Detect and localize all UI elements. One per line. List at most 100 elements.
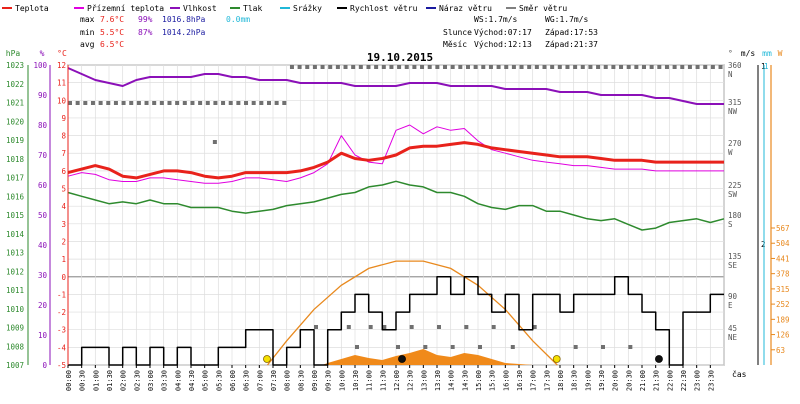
degc-tick-label: 4 (61, 202, 66, 211)
wind-dir-dot (491, 325, 496, 329)
wind-dir-dot (657, 65, 662, 69)
wind-dir-dot (450, 65, 455, 69)
x-tick-label: 09:00 (311, 370, 319, 391)
hpa-tick-label: 1008 (6, 342, 25, 351)
wind-dir-dot (588, 65, 593, 69)
axes: hPa% °C ° m/s mm W102310221021102010191018101… (6, 49, 790, 391)
wind-dir-dot (703, 65, 708, 69)
x-tick-label: 06:30 (243, 370, 251, 391)
dir-tick-label: 45 (728, 324, 737, 333)
legend: Teplota Přízemní teplota Vlhkost Tlak Srážky… (2, 4, 567, 13)
x-tick-label: 22:00 (666, 370, 674, 391)
axis-unit-label: hPa (6, 49, 21, 58)
dir-tick-label: 90 (728, 292, 738, 301)
dir-tick-label: 135 (728, 252, 742, 261)
wind-dir-dot (478, 345, 482, 349)
stat-max-rain: 0.0mm (226, 15, 250, 24)
x-tick-label: 03:00 (147, 370, 155, 391)
wind-dir-dot (90, 101, 95, 105)
moonset-info: Západ:21:37 (545, 40, 598, 49)
pct-tick-label: 90 (38, 91, 48, 100)
x-tick-label: 14:00 (448, 370, 456, 391)
wm2-tick-label: 63 (776, 346, 785, 355)
x-tick-label: 18:00 (557, 370, 565, 391)
wind-dir-dot (649, 65, 654, 69)
wind-dir-dot (672, 65, 677, 69)
wind-dir-dot (409, 325, 414, 329)
wind-dir-dot (259, 101, 264, 105)
x-tick-label: 10:30 (352, 370, 360, 391)
x-tick-label: 06:00 (229, 370, 237, 391)
wind-dir-dot (113, 101, 118, 105)
wind-dir-dot (557, 65, 562, 69)
hpa-tick-label: 1016 (6, 192, 25, 201)
axis-unit-label: % (40, 49, 45, 58)
degc-tick-label: 9 (61, 114, 66, 123)
dir-compass-label: NW (728, 107, 738, 116)
x-tick-label: 15:00 (475, 370, 483, 391)
legend-label: Rychlost větru (350, 4, 418, 13)
wind-dir-dot (412, 65, 417, 69)
degc-tick-label: -3 (57, 326, 66, 335)
hpa-tick-label: 1014 (6, 230, 25, 239)
x-tick-label: 20:00 (612, 370, 620, 391)
x-tick-label: 22:30 (680, 370, 688, 391)
wind-dir-dot (443, 65, 448, 69)
dir-compass-label: SE (728, 261, 738, 270)
sun-label: Slunce (443, 28, 472, 37)
dir-compass-label: N (728, 70, 733, 79)
wind-dir-dot (159, 101, 164, 105)
pct-tick-label: 70 (38, 151, 48, 160)
wind-dir-dot (626, 65, 631, 69)
degc-tick-label: 1 (61, 255, 66, 264)
wind-dir-dot (368, 325, 373, 329)
moonset-marker (655, 355, 663, 363)
legend-label: Přízemní teplota (87, 4, 164, 13)
legend-label: Směr větru (519, 4, 567, 13)
degc-tick-label: 11 (57, 79, 66, 88)
wind-dir-dot (511, 65, 516, 69)
wind-dir-dot (351, 65, 356, 69)
wind-dir-dot (355, 345, 359, 349)
pressure-line (67, 180, 725, 231)
wind-dir-dot (228, 101, 233, 105)
x-tick-label: 01:30 (106, 370, 114, 391)
solar-area (322, 349, 533, 365)
hpa-tick-label: 1012 (6, 267, 24, 276)
wind-dir-dot (473, 65, 478, 69)
pct-tick-label: 10 (38, 331, 48, 340)
wind-dir-dot (346, 325, 351, 329)
wind-direction-layer (68, 65, 723, 349)
wind-dir-dot (374, 65, 379, 69)
wm2-tick-label: 378 (776, 270, 790, 279)
degc-tick-label: -1 (57, 290, 66, 299)
axis-unit-label: m/s (741, 49, 756, 58)
wind-dir-dot (580, 65, 585, 69)
wm2-tick-label: 441 (776, 254, 790, 263)
hpa-tick-label: 1015 (6, 211, 24, 220)
wind-dir-dot (213, 101, 218, 105)
dir-tick-label: 270 (728, 139, 742, 148)
stat-min-hum: 87% (138, 28, 153, 37)
ms-tick-label: 1 (761, 62, 766, 71)
wind-dir-dot (136, 101, 141, 105)
x-tick-label: 07:00 (256, 370, 264, 391)
x-tick-label: 17:30 (543, 370, 551, 391)
degc-tick-label: 7 (61, 149, 66, 158)
wind-dir-dot (244, 101, 249, 105)
wind-dir-dot (542, 65, 547, 69)
pct-tick-label: 30 (38, 271, 48, 280)
wind-dir-dot (212, 140, 217, 144)
x-tick-label: 02:00 (120, 370, 128, 391)
wind-dir-dot (251, 101, 256, 105)
wind-dir-dot (519, 65, 524, 69)
wind-dir-dot (573, 345, 578, 349)
wind-dir-dot (420, 65, 425, 69)
degc-tick-label: 8 (61, 132, 66, 141)
stat-min-label: min (80, 28, 95, 37)
wind-dir-dot (601, 345, 605, 349)
wind-dir-dot (510, 345, 515, 349)
wind-dir-dot (152, 101, 157, 105)
wind-dir-dot (121, 101, 126, 105)
x-tick-label: 08:30 (297, 370, 305, 391)
